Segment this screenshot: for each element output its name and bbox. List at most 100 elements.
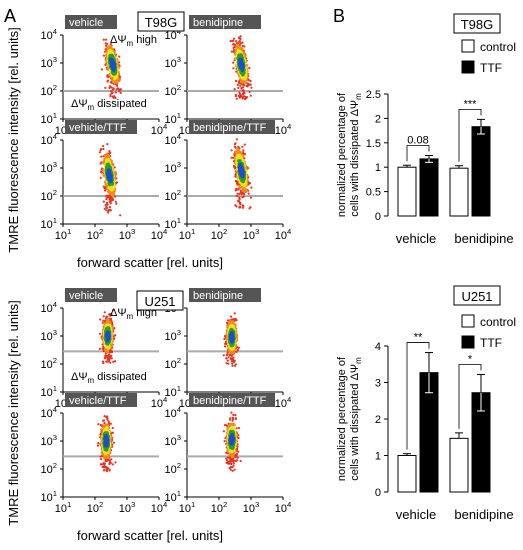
cloud-dot (239, 62, 243, 67)
cloud-dot (247, 82, 250, 85)
legend-label: TTF (480, 61, 502, 75)
scatter-ylabel: TMRE fluorescence intensity [rel. units] (6, 27, 21, 252)
category-label: vehicle (396, 231, 436, 246)
cloud-dot (250, 86, 253, 89)
bar-ylabel-line1: normalized percentage of (336, 92, 348, 217)
significance-bracket (406, 342, 430, 450)
legend-swatch-TTF (461, 335, 475, 349)
y-tick-label: 103 (164, 433, 181, 448)
bar-ylabel: normalized percentage of cells with dissi… (336, 92, 363, 217)
cloud-dot (102, 319, 105, 322)
scatter-xlabel: forward scatter [rel. units] (77, 528, 223, 543)
cloud-dot (229, 465, 232, 469)
bar-y-tick-label: 0.5 (366, 187, 381, 199)
bar-y-tick-label: 0 (375, 487, 381, 499)
panel-label-a: A (4, 6, 16, 26)
cloud-dot (112, 309, 115, 312)
cloud-dot (234, 417, 237, 421)
significance-bracket (458, 108, 482, 162)
cloud-dot (238, 37, 241, 40)
cloud-dot (100, 458, 103, 461)
cloud-dot (232, 37, 236, 40)
cloud-dot (241, 86, 245, 89)
cloud-dot (224, 340, 227, 344)
cloud-dot (108, 86, 111, 90)
cloud-dot (114, 91, 117, 94)
cloud-dot (100, 171, 103, 174)
bar-y-tick-label: 2 (375, 113, 381, 125)
cloud-dot (109, 85, 112, 88)
cloud-dot (242, 89, 245, 92)
cloud-dot (101, 360, 105, 363)
cloud-dot (226, 359, 229, 362)
cell-cloud (230, 131, 253, 210)
cloud-dot (235, 187, 238, 190)
cloud-dot (103, 465, 106, 468)
cloud-dot (225, 457, 228, 460)
x-tick-label: 101 (55, 500, 72, 515)
y-tick-label: 104 (164, 405, 181, 420)
bar-y-tick-label: 2 (375, 414, 381, 426)
condition-label: benidipine/TTF (193, 122, 267, 134)
scatter-xlabel: forward scatter [rel. units] (77, 255, 223, 270)
bar-control-benidipine (449, 437, 469, 493)
cloud-dot (110, 81, 113, 84)
cloud-dot (227, 362, 230, 365)
cloud-dot (239, 168, 244, 173)
significance-bracket (406, 145, 430, 162)
cloud-dot (113, 327, 116, 330)
cell-cloud (222, 411, 242, 472)
cloud-dot (106, 74, 109, 77)
cloud-dot (106, 418, 109, 421)
x-tick-label: 103 (243, 500, 260, 515)
cloud-dot (236, 83, 239, 86)
significance-bracket (458, 364, 482, 429)
cloud-dot (241, 97, 244, 100)
cloud-dot (102, 185, 105, 188)
density-plot-0-0: 101101102102103103104104vehicleΔΨm highΔ… (40, 15, 168, 137)
y-tick-label: 102 (40, 188, 57, 203)
cloud-dot (249, 80, 252, 83)
cloud-dot (229, 353, 232, 356)
condition-label-bg (189, 120, 275, 134)
cloud-dot (102, 144, 105, 148)
cloud-dot (110, 86, 113, 89)
cloud-dot (241, 41, 244, 44)
condition-label-bg (65, 288, 117, 302)
cloud-dot (236, 349, 239, 352)
cloud-dot (240, 95, 243, 98)
cloud-dot (231, 362, 234, 365)
cloud-dot (235, 350, 238, 353)
cloud-dot (223, 440, 226, 443)
x-tick-label: 102 (211, 500, 228, 515)
legend-label: control (480, 315, 516, 329)
cloud-dot (111, 91, 114, 94)
cloud-dot (225, 357, 228, 360)
cell-cloud (222, 312, 240, 367)
cloud-dot (230, 149, 233, 152)
legend-swatch-TTF (461, 60, 475, 74)
cloud-dot (222, 354, 225, 357)
cloud-dot (105, 38, 108, 41)
condition-label-bg (65, 15, 117, 29)
cloud-dot (234, 456, 237, 459)
significance-label: *** (464, 98, 478, 110)
cloud-dot (111, 426, 114, 430)
bar-control-vehicle (397, 455, 417, 493)
significance-label: ** (414, 332, 423, 344)
bar-TTF-benidipine (471, 126, 491, 217)
cloud-dot (110, 312, 113, 315)
cloud-dot (249, 206, 252, 209)
cloud-dot (99, 318, 102, 321)
cloud-dot (229, 315, 233, 318)
cloud-dot (104, 356, 107, 359)
cloud-dot (103, 415, 106, 418)
cloud-dot (242, 192, 245, 195)
cloud-dot (225, 362, 228, 365)
cloud-dot (106, 80, 109, 83)
cloud-dot (103, 207, 106, 210)
cloud-dot (119, 91, 122, 94)
cloud-dot (243, 98, 247, 101)
y-tick-label: 103 (164, 55, 181, 70)
